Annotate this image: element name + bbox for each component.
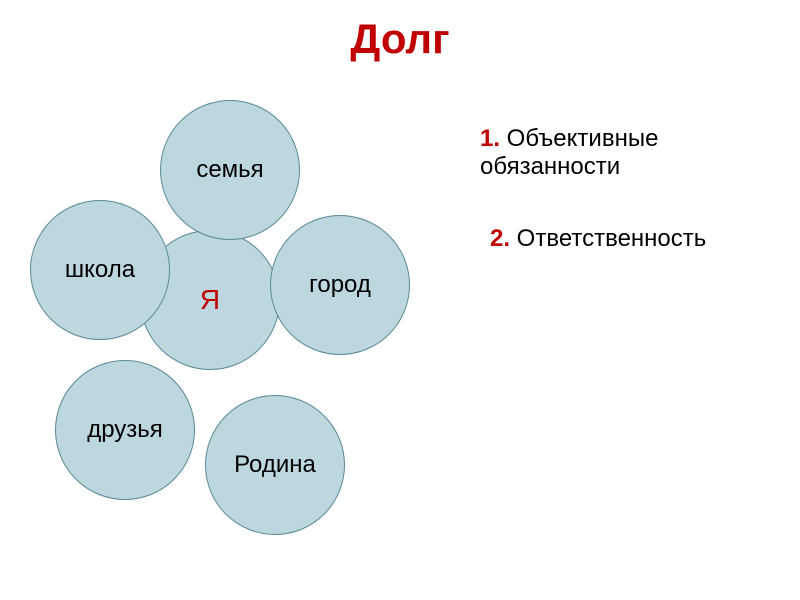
list-text-1: Объективные обязанности — [480, 125, 658, 180]
list-item-2: 2. Ответственность — [490, 225, 790, 253]
circle-label-friends: друзья — [87, 416, 163, 444]
circle-city: город — [270, 215, 410, 355]
circle-label-homeland: Родина — [234, 451, 316, 479]
list-text-2: Ответственность — [510, 225, 706, 252]
circle-label-school: школа — [65, 256, 135, 284]
title-text: Долг — [350, 15, 449, 62]
circle-family: семья — [160, 100, 300, 240]
circle-label-center: Я — [200, 284, 220, 316]
list-item-1: 1. Объективные обязанности — [480, 125, 780, 181]
circle-school: школа — [30, 200, 170, 340]
circle-label-city: город — [309, 271, 371, 299]
circle-homeland: Родина — [205, 395, 345, 535]
circle-friends: друзья — [55, 360, 195, 500]
list-number-1: 1. — [480, 125, 500, 152]
list-number-2: 2. — [490, 225, 510, 252]
page-title: Долг — [350, 15, 449, 63]
circle-label-family: семья — [196, 156, 263, 184]
